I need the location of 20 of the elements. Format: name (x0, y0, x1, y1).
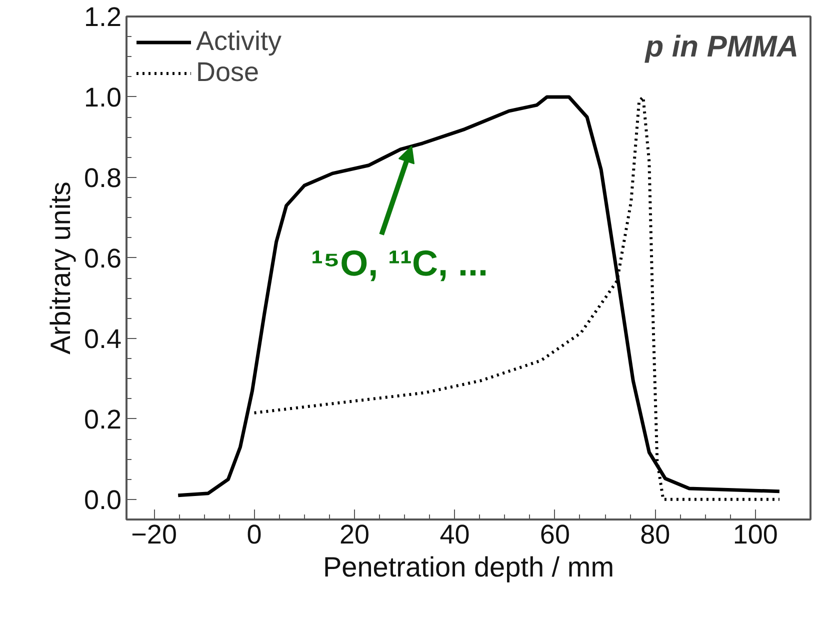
annotation: p in PMMA (644, 30, 798, 64)
x-tick-label: 80 (640, 520, 670, 550)
x-tick-label: 40 (440, 520, 470, 550)
x-tick-label: 20 (339, 520, 370, 550)
y-tick-label: 0.2 (84, 404, 122, 434)
y-tick-label: 1.2 (84, 2, 122, 32)
x-tick-label: −20 (131, 520, 177, 550)
legend-label: Dose (196, 57, 260, 88)
legend-label: Activity (196, 26, 282, 57)
y-axis-title: Arbitrary units (44, 182, 76, 354)
x-axis-title: Penetration depth / mm (322, 552, 614, 582)
y-tick-label: 0.4 (84, 324, 122, 354)
x-tick-label: 100 (732, 520, 778, 550)
x-tick-label: 0 (246, 520, 262, 550)
y-tick-label: 0.0 (84, 484, 122, 515)
y-tick-label: 0.6 (84, 243, 122, 274)
x-tick-label: 60 (540, 520, 570, 550)
annotation: ¹⁵O, ¹¹C, ... (311, 242, 488, 284)
y-tick-label: 1.0 (84, 82, 122, 112)
y-tick-label: 0.8 (84, 162, 122, 193)
